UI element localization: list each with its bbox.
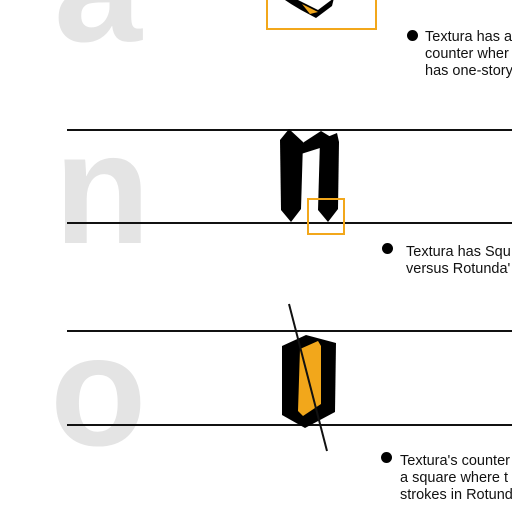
- note-n: Textura has Squ versus Rotunda': [406, 244, 511, 278]
- stress-axis-line: [288, 303, 328, 452]
- note-n-line-2: versus Rotunda': [406, 261, 511, 277]
- bullet-n: [382, 243, 393, 254]
- x-height-line-o: [67, 330, 512, 332]
- textura-a-glyph: [266, 0, 377, 30]
- a-counter-fill: [302, 4, 318, 14]
- note-a-line-2: counter wher: [425, 46, 509, 62]
- note-o-line-3: strokes in Rotund: [400, 487, 512, 503]
- baseline-o: [67, 424, 512, 426]
- bullet-o: [381, 452, 392, 463]
- ghost-letter-a: a: [54, 0, 142, 66]
- textura-o-glyph: [282, 303, 336, 452]
- ghost-letter-o: o: [50, 303, 147, 479]
- note-o: Textura's counter a square where t strok…: [400, 453, 512, 504]
- note-o-line-2: a square where t: [400, 470, 509, 486]
- baseline-n: [67, 222, 512, 224]
- highlight-box-n: [307, 198, 345, 235]
- note-a: Textura has a counter wher has one-story: [425, 29, 512, 80]
- textura-n-glyph: [280, 129, 345, 235]
- n-right-stem: [318, 133, 339, 222]
- bullet-a: [407, 30, 418, 41]
- ghost-letter-n: n: [54, 101, 151, 277]
- highlight-box-a: [266, 0, 377, 30]
- note-a-line-1: Textura has a: [425, 29, 512, 45]
- note-a-line-3: has one-story: [425, 63, 512, 79]
- n-left-stem: [280, 129, 303, 222]
- note-o-line-1: Textura's counter: [400, 453, 510, 469]
- note-n-line-1: Textura has Squ: [406, 244, 511, 260]
